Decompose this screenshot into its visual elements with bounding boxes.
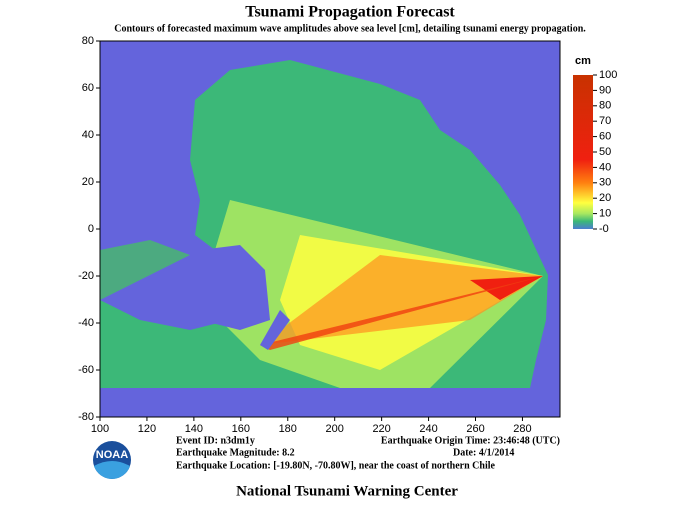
colorbar-tick-label: 50 (599, 146, 611, 158)
wave-red (470, 276, 543, 300)
wave-orange (260, 255, 543, 345)
x-tick-label: 280 (513, 423, 531, 435)
y-tick-label: -60 (78, 364, 94, 376)
title: Tsunami Propagation Forecast (245, 4, 455, 21)
x-tick-label: 140 (185, 423, 203, 435)
x-tick-label: 260 (466, 423, 484, 435)
colorbar-tick-label: 60 (599, 131, 611, 143)
event-date: Date: 4/1/2014 (453, 447, 514, 458)
event-time: Earthquake Origin Time: 23:46:48 (UTC) (381, 435, 560, 446)
logo-wave (94, 461, 130, 479)
x-tick-label: 120 (138, 423, 156, 435)
y-tick-label: 0 (88, 223, 94, 235)
ocean-west (100, 240, 190, 300)
x-tick-label: 240 (419, 423, 437, 435)
colorbar (573, 75, 593, 229)
colorbar-unit: cm (575, 55, 591, 67)
colorbar-tick-label: 40 (599, 161, 611, 173)
colorbar-tick-label: 90 (599, 84, 611, 96)
x-tick-label: 100 (91, 423, 109, 435)
logo-text: NOAA (96, 449, 128, 461)
y-tick-label: 20 (82, 176, 94, 188)
colorbar-tick-label: 100 (599, 69, 617, 81)
subtitle: Contours of forecasted maximum wave ampl… (114, 23, 586, 34)
event-location: Earthquake Location: [-19.80N, -70.80W],… (176, 460, 496, 471)
x-tick-label: 220 (372, 423, 390, 435)
colorbar-tick-label: 10 (599, 208, 611, 220)
x-tick-label: 200 (326, 423, 344, 435)
y-tick-label: 60 (82, 82, 94, 94)
map (100, 41, 560, 417)
x-tick-label: 180 (279, 423, 297, 435)
land-new-zealand (260, 310, 290, 350)
colorbar-tick-label: 70 (599, 115, 611, 127)
colorbar-tick-label: -0 (599, 223, 609, 235)
colorbar-tick-label: 30 (599, 177, 611, 189)
y-tick-label: 40 (82, 129, 94, 141)
colorbar-tick-label: 80 (599, 100, 611, 112)
event-magnitude: Earthquake Magnitude: 8.2 (176, 447, 295, 458)
wave-ray (260, 276, 543, 350)
y-tick-label: -20 (78, 270, 94, 282)
y-tick-label: 80 (82, 35, 94, 47)
land-australia (190, 245, 270, 330)
y-tick-label: -40 (78, 317, 94, 329)
y-tick-label: -80 (78, 411, 94, 423)
x-tick-label: 160 (232, 423, 250, 435)
footer: National Tsunami Warning Center (236, 483, 458, 499)
event-id: Event ID: n3dm1y (176, 435, 255, 446)
colorbar-tick-label: 20 (599, 192, 611, 204)
